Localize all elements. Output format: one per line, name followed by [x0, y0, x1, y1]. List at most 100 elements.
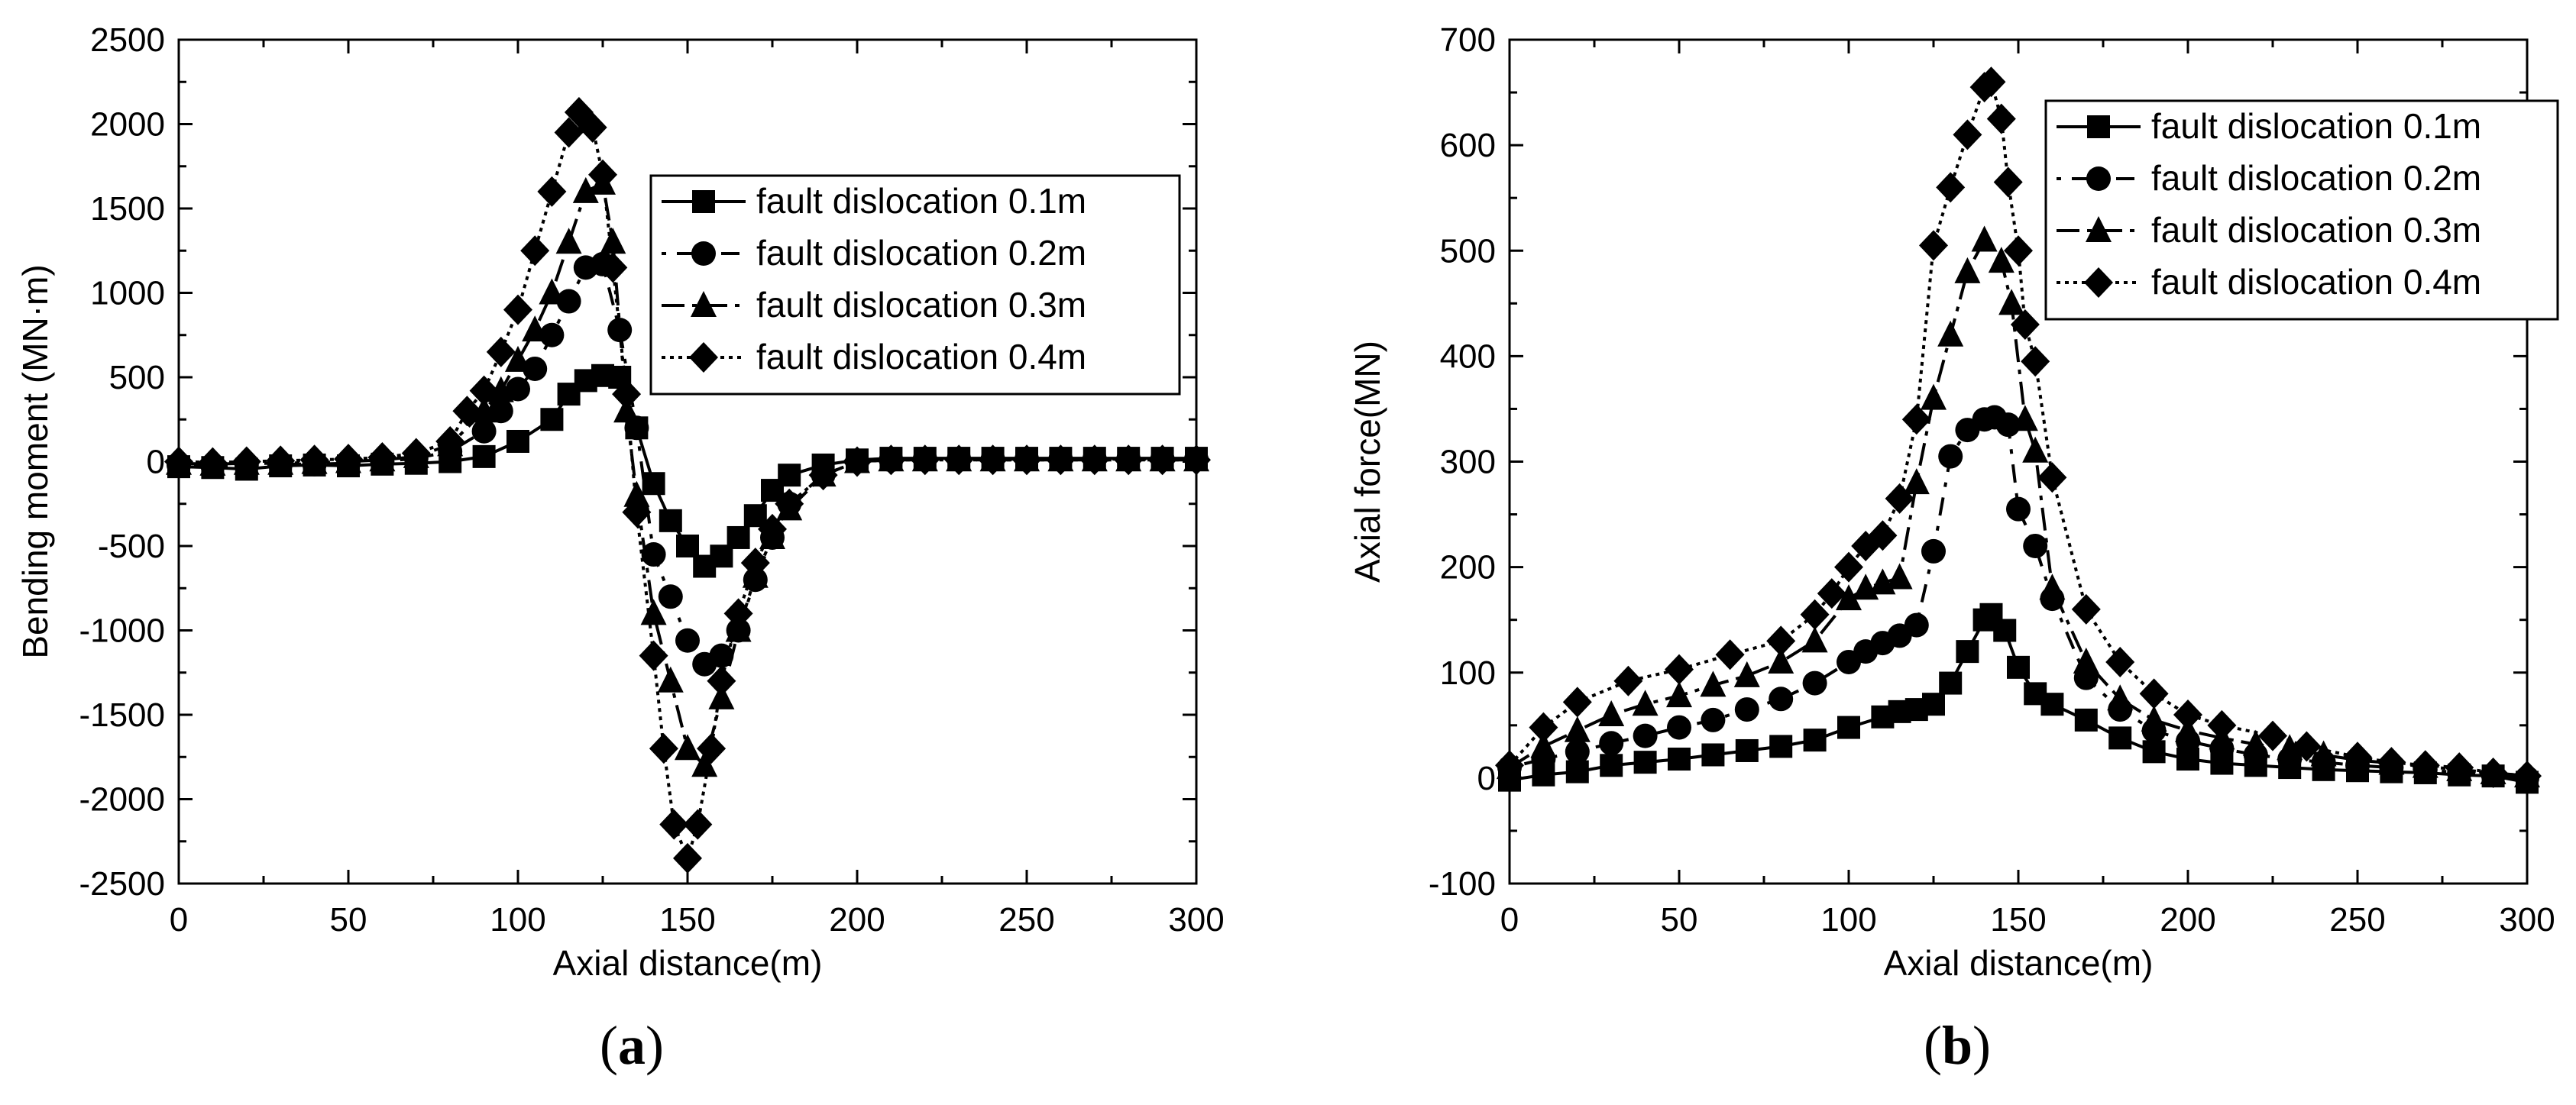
chart-a-series-4-point	[612, 379, 642, 410]
chart-b-legend: fault dislocation 0.1m fault dislocation …	[2044, 99, 2559, 321]
chart-a-series-2-point	[675, 628, 700, 653]
chart-b-y-tick-label: 700	[1440, 21, 1496, 59]
chart-b-series-3-point	[1937, 320, 1964, 347]
chart-b-series-1-point	[1803, 729, 1827, 752]
chart-a-legend-label-3: fault dislocation 0.3m	[756, 285, 1086, 325]
chart-b-series-3-point	[1733, 661, 1760, 687]
chart-b-legend-label-1: fault dislocation 0.1m	[2151, 106, 2481, 146]
chart-b-series-4-point	[2377, 747, 2406, 778]
chart-b-legend-label-4: fault dislocation 0.4m	[2151, 262, 2481, 302]
chart-b-series-4-point	[1834, 551, 1863, 583]
chart-b-x-tick-label: 50	[1661, 901, 1698, 939]
chart-b-series-4-point	[2343, 742, 2372, 773]
chart-a-y-tick-label: 2000	[90, 106, 165, 144]
chart-b-series-1-point	[1837, 716, 1860, 739]
chart-b-series-3-point	[1768, 647, 1794, 674]
chart-b-series-1-point	[1769, 735, 1793, 758]
chart-b-series-4-point	[1993, 166, 2023, 198]
chart-b-series-3-point	[2022, 436, 2049, 463]
chart-b-legend-marker-1	[2087, 115, 2110, 138]
chart-b-series-2-point	[1734, 697, 1759, 722]
chart-b-series-1-point	[1633, 751, 1657, 774]
chart-a-series-4-point	[486, 336, 516, 367]
chart-a-legend-marker-2	[691, 241, 716, 266]
chart-a-series-4-point	[649, 733, 678, 764]
chart-a-series-4-point	[1114, 444, 1144, 476]
chart-b-series-2-point	[1633, 723, 1658, 748]
chart-a-series-1-point	[676, 535, 699, 557]
chart-b-x-tick-label: 150	[1990, 901, 2046, 939]
chart-b-series-3-point	[2039, 574, 2066, 600]
chart-b-series-4-point	[2513, 761, 2542, 792]
chart-a-series-3-point	[471, 396, 497, 423]
chart-b-series-3-point	[2277, 734, 2303, 761]
chart-a-series-3-point	[623, 480, 650, 507]
chart-b-y-tick-label: 400	[1440, 338, 1496, 375]
chart-b-series-4-point	[2410, 750, 2440, 781]
chart-a-x-tick-label: 0	[170, 901, 188, 939]
axial-force-chart: 0 50 100 150 200 250 300-100010020030040050060…	[1348, 21, 2559, 983]
chart-b-series-4	[1495, 66, 2542, 792]
chart-b-series-2-point	[1904, 612, 1929, 638]
chart-a-series-3-point	[657, 666, 684, 693]
chart-b-y-tick-label: -100	[1429, 865, 1496, 903]
chart-b-series-3-point	[1886, 563, 1913, 590]
chart-a-series-4-point	[299, 444, 329, 476]
chart-b-series-2-point	[2023, 534, 2048, 558]
chart-a-y-tick-label: -2500	[79, 865, 165, 903]
chart-b-series-1-point	[2142, 740, 2166, 764]
chart-a-y-tick-label: -1000	[79, 612, 165, 650]
chart-b-series-4-point	[2173, 700, 2202, 730]
chart-b-series-3-point	[1903, 468, 1930, 495]
chart-a-legend-label-1: fault dislocation 0.1m	[756, 181, 1086, 221]
chart-a-series-4-point	[334, 444, 363, 475]
chart-a-y-tick-label: -500	[98, 528, 165, 565]
chart-b-series-4-point	[2139, 678, 2169, 709]
chart-a-y-tick-label: 500	[109, 359, 165, 396]
chart-a-x-tick-label: 50	[330, 901, 367, 939]
chart-b-x-tick-label: 100	[1820, 901, 1876, 939]
chart-b-series-3-point	[1564, 716, 1591, 742]
chart-b-series-4-point	[1901, 404, 1931, 435]
chart-b-series-1-point	[2074, 708, 2098, 732]
chart-a-series-2-point	[471, 418, 497, 444]
chart-a-series-4-point	[1079, 444, 1109, 476]
chart-b-series-4-point	[2010, 309, 2040, 340]
chart-a-series-1-point	[659, 509, 682, 532]
chart-b-x-tick-label: 250	[2329, 901, 2385, 939]
chart-a-series-4-point	[452, 396, 482, 427]
chart-b-series-3-point	[1971, 225, 1998, 252]
chart-a-legend-marker-4	[689, 342, 718, 373]
chart-a-series-4-point	[683, 809, 713, 840]
chart-b-series-3-point	[1998, 289, 2025, 315]
chart-b-series-4-point	[2021, 346, 2050, 377]
chart-a-series-1-point	[778, 464, 801, 487]
chart-b-series-3-point	[1836, 584, 1862, 611]
chart-panel-a: 0 50 100 150 200 250 300 -2500 -2000 -1500 -1000 -5…	[15, 21, 1225, 1076]
chart-a-series-4-point	[578, 111, 607, 143]
chart-b-legend-marker-4	[2084, 267, 2113, 298]
chart-a-series-3-point	[505, 345, 531, 372]
chart-b-y-tick-label: 100	[1440, 654, 1496, 692]
chart-a-series-3-point	[708, 683, 735, 709]
chart-a-series-3-point	[487, 376, 514, 402]
chart-b-series-4-point	[2445, 752, 2474, 784]
chart-b-series-2-line	[1509, 415, 2528, 780]
chart-b-y-tick-label: 500	[1440, 232, 1496, 270]
chart-b-series-4-point	[2292, 731, 2322, 762]
chart-b-series-4-point	[1766, 625, 1796, 657]
chart-a-series-4-point	[659, 809, 689, 840]
chart-b-series-1-point	[2108, 726, 2132, 750]
chart-a-legend-label-2: fault dislocation 0.2m	[756, 233, 1086, 273]
chart-b-series-1-point	[1939, 671, 1963, 695]
chart-b-series-2-point	[1667, 715, 1691, 740]
chart-panel-b: 0 50 100 150 200 250 300 -100 0 100 200 300 400 500 60…	[1288, 0, 2576, 1105]
chart-b-y-tick-label: 200	[1440, 549, 1496, 586]
chart-a-series-1-point	[472, 444, 496, 468]
chart-b-series-3-point	[1801, 626, 1828, 653]
chart-a-series-4-point	[435, 425, 465, 457]
chart-a-series-3-point	[640, 599, 667, 625]
chart-b-series-3-point	[1632, 690, 1659, 716]
chart-b-series-3-point	[2310, 740, 2337, 767]
chart-a-series-3-point	[539, 278, 565, 305]
